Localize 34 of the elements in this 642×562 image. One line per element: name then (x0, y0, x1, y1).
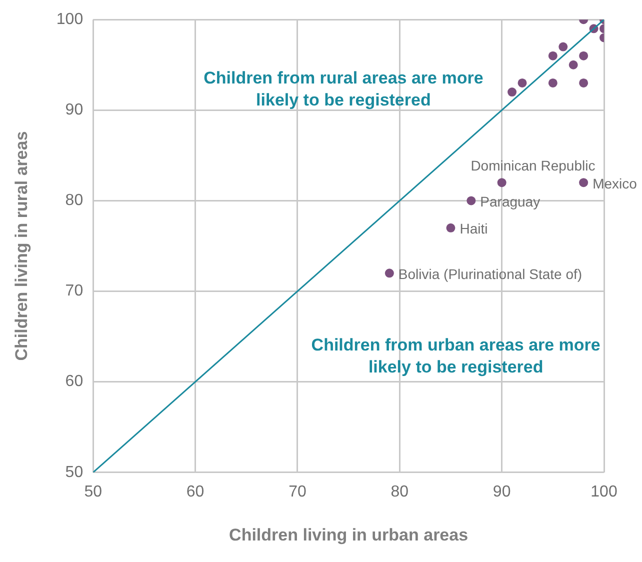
x-tick-label: 80 (390, 483, 409, 500)
x-tick-label: 70 (288, 483, 306, 500)
point (548, 51, 558, 60)
y-tick-label: 90 (65, 102, 84, 119)
x-tick-label: 50 (84, 483, 102, 500)
point (508, 88, 517, 97)
point (579, 78, 588, 88)
point (579, 178, 588, 188)
point (558, 42, 568, 52)
point (497, 178, 506, 188)
x-tick-label: 90 (492, 483, 511, 500)
annotation: Paraguay (480, 194, 540, 210)
y-tick-label: 100 (56, 11, 84, 28)
point (446, 223, 456, 232)
y-tick-label: 60 (65, 373, 84, 390)
point (518, 78, 527, 88)
annotation: Mexico (592, 175, 638, 192)
annotation: Bolivia (Plurinational State of) (398, 266, 582, 282)
y-axis-title: Children living in rural areas (12, 131, 31, 361)
x-tick-label: 60 (186, 483, 204, 500)
y-tick-label: 80 (65, 192, 84, 210)
y-tick-label: 50 (65, 464, 84, 481)
point (384, 268, 394, 278)
annotation: Haiti (460, 220, 488, 237)
point (548, 78, 558, 88)
x-axis-title: Children living in urban areas (229, 525, 468, 544)
x-tick-label: 100 (590, 483, 618, 500)
point (568, 60, 578, 70)
annotation: Dominican Republic (470, 157, 596, 174)
annotation: Children from rural areas are more likely to be registered (204, 68, 484, 110)
y-tick-label: 70 (65, 282, 84, 300)
point (466, 196, 476, 206)
point (579, 51, 588, 60)
annotation: Children from urban areas are more likely to be registered (311, 336, 600, 377)
